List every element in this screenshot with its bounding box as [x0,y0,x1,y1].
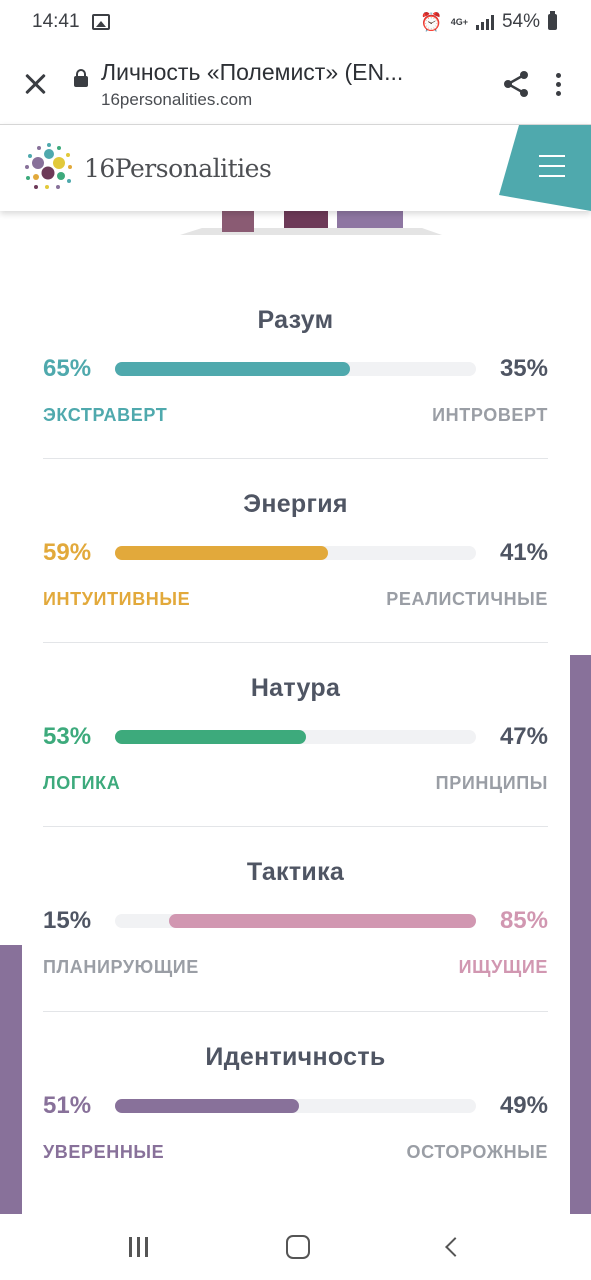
trait-bar [115,1099,476,1113]
recent-apps-icon[interactable] [129,1237,148,1257]
trait-bar [115,730,476,744]
divider [43,642,548,643]
trait-energy: Энергия 59% 41% ИНТУИТИВНЫЕ РЕАЛИСТИЧНЫЕ [43,490,548,610]
trait-right-percent: 49% [499,1092,548,1119]
trait-left-label: ЭКСТРАВЕРТ [43,405,168,425]
close-icon[interactable] [20,69,50,99]
avatar-illustration-fragment [180,210,442,235]
divider [43,1011,548,1012]
network-type-icon: 4G+ [450,16,468,27]
trait-bar [115,546,476,560]
trait-left-label: ЛОГИКА [43,773,121,793]
trait-title: Разум [257,306,334,334]
home-icon[interactable] [286,1235,310,1259]
trait-bar-fill [115,546,328,560]
trait-mind: Разум 65% 35% ЭКСТРАВЕРТ ИНТРОВЕРТ [43,306,548,426]
trait-title: Натура [250,674,341,702]
trait-left-label: УВЕРЕННЫЕ [43,1142,165,1162]
trait-right-label: ИЩУЩИЕ [458,957,548,977]
results-card [22,210,570,1213]
trait-bar-fill [115,730,307,744]
trait-right-label: РЕАЛИСТИЧНЫЕ [386,589,548,609]
menu-tab[interactable] [499,125,591,211]
status-bar: 14:41 ⏰ 4G+ 54% [0,0,591,44]
trait-right-percent: 85% [499,907,548,934]
logo-text: 16Personalities [84,153,272,183]
decorative-band-left [0,945,22,1215]
trait-left-percent: 53% [43,723,92,750]
trait-bar-fill [115,1099,300,1113]
lock-icon[interactable] [74,69,88,87]
trait-left-label: ИНТУИТИВНЫЕ [43,589,191,609]
decorative-band-right [570,655,591,1215]
logo-mark-icon [25,143,72,189]
trait-bar [115,914,476,928]
divider [43,826,548,827]
page-url: 16personalities.com [101,89,253,109]
site-logo[interactable]: 16Personalities [22,141,272,195]
browser-toolbar: Личность «Полемист» (EN... 16personaliti… [0,44,591,124]
more-options-icon[interactable] [555,72,561,96]
trait-identity: Идентичность 51% 49% УВЕРЕННЫЕ ОСТОРОЖНЫ… [43,1043,548,1163]
page-title: Личность «Полемист» (EN... [101,58,404,85]
site-header: 16Personalities [0,124,591,211]
status-time: 14:41 [32,11,80,32]
battery-icon [548,11,557,30]
hamburger-menu-icon[interactable] [539,155,565,177]
trait-bar-fill [169,914,476,928]
trait-right-percent: 47% [499,723,548,750]
trait-left-label: ПЛАНИРУЮЩИЕ [43,957,199,977]
system-navigation-bar [0,1214,591,1280]
trait-right-label: ИНТРОВЕРТ [432,405,548,425]
share-icon[interactable] [501,69,531,99]
trait-right-label: ПРИНЦИПЫ [435,773,548,793]
trait-title: Идентичность [205,1043,386,1071]
trait-right-percent: 41% [499,539,548,566]
battery-percent: 54% [501,11,540,32]
divider [43,458,548,459]
trait-title: Тактика [246,858,345,886]
trait-left-percent: 59% [43,539,92,566]
trait-bar [115,362,476,376]
trait-bar-fill [115,362,350,376]
alarm-icon: ⏰ [420,11,443,32]
trait-nature: Натура 53% 47% ЛОГИКА ПРИНЦИПЫ [43,674,548,794]
trait-title: Энергия [243,490,348,518]
trait-left-percent: 65% [43,355,92,382]
signal-icon [475,14,494,30]
trait-left-percent: 15% [43,907,92,934]
trait-tactics: Тактика 15% 85% ПЛАНИРУЮЩИЕ ИЩУЩИЕ [43,858,548,978]
trait-left-percent: 51% [43,1092,92,1119]
back-icon[interactable] [445,1237,465,1257]
url-box[interactable]: Личность «Полемист» (EN... 16personaliti… [101,59,493,110]
trait-right-label: ОСТОРОЖНЫЕ [406,1142,548,1162]
trait-right-percent: 35% [499,355,548,382]
gallery-notification-icon [91,14,110,30]
